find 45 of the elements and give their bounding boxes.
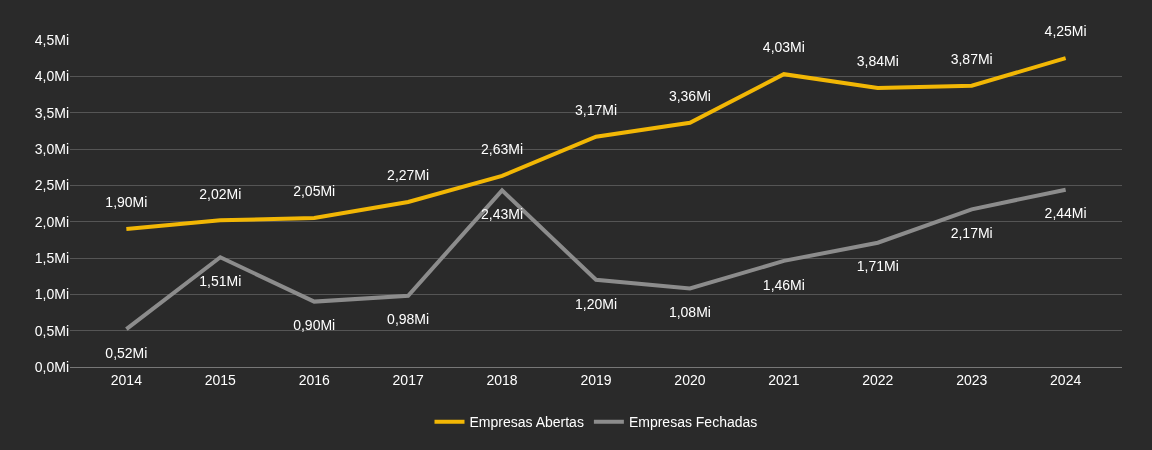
y-tick-label: 1,5Mi	[34, 249, 69, 266]
data-label: 2,44Mi	[1044, 205, 1087, 222]
data-label: 3,84Mi	[856, 53, 899, 70]
x-tick-label: 2022	[862, 371, 894, 388]
y-tick-label: 0,5Mi	[34, 322, 69, 339]
x-tick-label: 2019	[580, 371, 612, 388]
y-tick-label: 2,0Mi	[34, 213, 69, 230]
y-tick-label: 1,0Mi	[34, 286, 69, 303]
data-label: 1,08Mi	[668, 304, 711, 321]
y-tick-label: 3,5Mi	[34, 104, 69, 121]
legend-label: Empresas Fechadas	[628, 414, 758, 431]
x-tick-label: 2023	[956, 371, 988, 388]
data-label: 1,46Mi	[762, 276, 805, 293]
x-tick-label: 2015	[204, 371, 237, 388]
x-tick-label: 2016	[298, 371, 330, 388]
x-tick-label: 2017	[392, 371, 424, 388]
x-tick-label: 2020	[674, 371, 706, 388]
data-label: 1,51Mi	[199, 272, 242, 289]
x-tick-label: 2018	[486, 371, 518, 388]
y-tick-label: 2,5Mi	[34, 177, 69, 194]
data-label: 2,43Mi	[481, 206, 524, 223]
data-label: 0,90Mi	[293, 317, 336, 334]
x-tick-label: 2024	[1050, 371, 1082, 388]
y-tick-label: 4,0Mi	[34, 68, 69, 85]
data-label: 1,71Mi	[856, 258, 899, 275]
data-label: 1,90Mi	[105, 194, 148, 211]
data-label: 2,05Mi	[293, 183, 336, 200]
data-label: 2,27Mi	[387, 167, 430, 184]
data-label: 4,25Mi	[1044, 23, 1087, 40]
legend-label: Empresas Abertas	[469, 414, 584, 431]
data-label: 2,63Mi	[481, 141, 524, 158]
data-label: 0,52Mi	[105, 344, 148, 361]
data-label: 1,20Mi	[574, 295, 618, 312]
data-label: 0,98Mi	[387, 311, 430, 328]
x-tick-label: 2021	[768, 371, 800, 388]
y-tick-label: 0,0Mi	[34, 358, 69, 375]
y-tick-label: 4,5Mi	[34, 31, 69, 48]
y-tick-label: 3,0Mi	[34, 140, 69, 157]
data-label: 2,02Mi	[199, 185, 242, 202]
data-label: 3,87Mi	[950, 51, 993, 68]
data-label: 4,03Mi	[762, 39, 805, 56]
data-label: 3,17Mi	[574, 101, 618, 118]
data-label: 3,36Mi	[668, 88, 711, 105]
x-tick-label: 2014	[110, 371, 143, 388]
data-label: 2,17Mi	[950, 225, 993, 242]
